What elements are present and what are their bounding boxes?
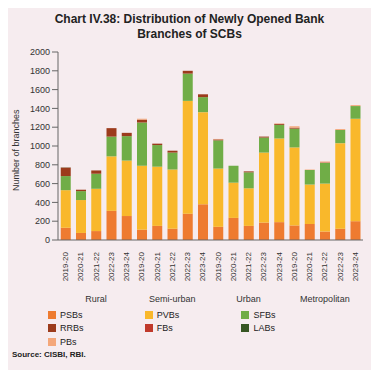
svg-text:2022-23: 2022-23 xyxy=(259,251,268,281)
svg-text:2020-21: 2020-21 xyxy=(153,251,162,281)
html-text:RRBs: RRBs xyxy=(60,323,84,334)
svg-text:1800: 1800 xyxy=(30,66,50,76)
svg-text:2023-24: 2023-24 xyxy=(122,251,131,281)
svg-text:Number of branches: Number of branches xyxy=(11,109,21,191)
svg-text:Metropolitan: Metropolitan xyxy=(300,294,350,304)
svg-text:1600: 1600 xyxy=(30,85,50,95)
svg-text:2021-22: 2021-22 xyxy=(92,251,101,281)
svg-text:2019-20: 2019-20 xyxy=(214,251,223,281)
html-text:PVBs: PVBs xyxy=(156,310,180,321)
svg-text:2023-24: 2023-24 xyxy=(198,251,207,281)
svg-text:0: 0 xyxy=(45,235,50,245)
svg-text:400: 400 xyxy=(35,198,50,208)
svg-text:2020-21: 2020-21 xyxy=(76,251,85,281)
svg-text:2019-20: 2019-20 xyxy=(61,251,70,281)
html-text:FBs: FBs xyxy=(156,323,173,334)
svg-text:200: 200 xyxy=(35,216,50,226)
svg-text:2019-20: 2019-20 xyxy=(137,251,146,281)
html-text:PSBs: PSBs xyxy=(60,310,83,321)
svg-text:1000: 1000 xyxy=(30,141,50,151)
svg-text:2021-22: 2021-22 xyxy=(168,251,177,281)
svg-text:2020-21: 2020-21 xyxy=(229,251,238,281)
svg-text:600: 600 xyxy=(35,179,50,189)
svg-text:Rural: Rural xyxy=(85,294,107,304)
html-text:Chart IV.38: Distribution of N: Chart IV.38: Distribution of Newly Opene… xyxy=(54,12,325,41)
svg-text:2022-23: 2022-23 xyxy=(107,251,116,281)
svg-text:2022-23: 2022-23 xyxy=(336,251,345,281)
svg-text:800: 800 xyxy=(35,160,50,170)
html-text:LABs: LABs xyxy=(253,323,275,334)
html-text:SFBs: SFBs xyxy=(253,310,276,321)
svg-text:2020-21: 2020-21 xyxy=(305,251,314,281)
svg-text:2000: 2000 xyxy=(30,47,50,57)
html-text:PBs: PBs xyxy=(60,336,77,347)
svg-text:2021-22: 2021-22 xyxy=(244,251,253,281)
html-text:Source: CISBI, RBI.: Source: CISBI, RBI. xyxy=(12,350,86,359)
svg-text:2019-20: 2019-20 xyxy=(290,251,299,281)
svg-text:2023-24: 2023-24 xyxy=(275,251,284,281)
svg-text:Semi-urban: Semi-urban xyxy=(149,294,196,304)
svg-text:1200: 1200 xyxy=(30,122,50,132)
svg-text:1400: 1400 xyxy=(30,104,50,114)
svg-text:Urban: Urban xyxy=(236,294,261,304)
svg-text:2023-24: 2023-24 xyxy=(351,251,360,281)
svg-text:2021-22: 2021-22 xyxy=(320,251,329,281)
svg-text:2022-23: 2022-23 xyxy=(183,251,192,281)
